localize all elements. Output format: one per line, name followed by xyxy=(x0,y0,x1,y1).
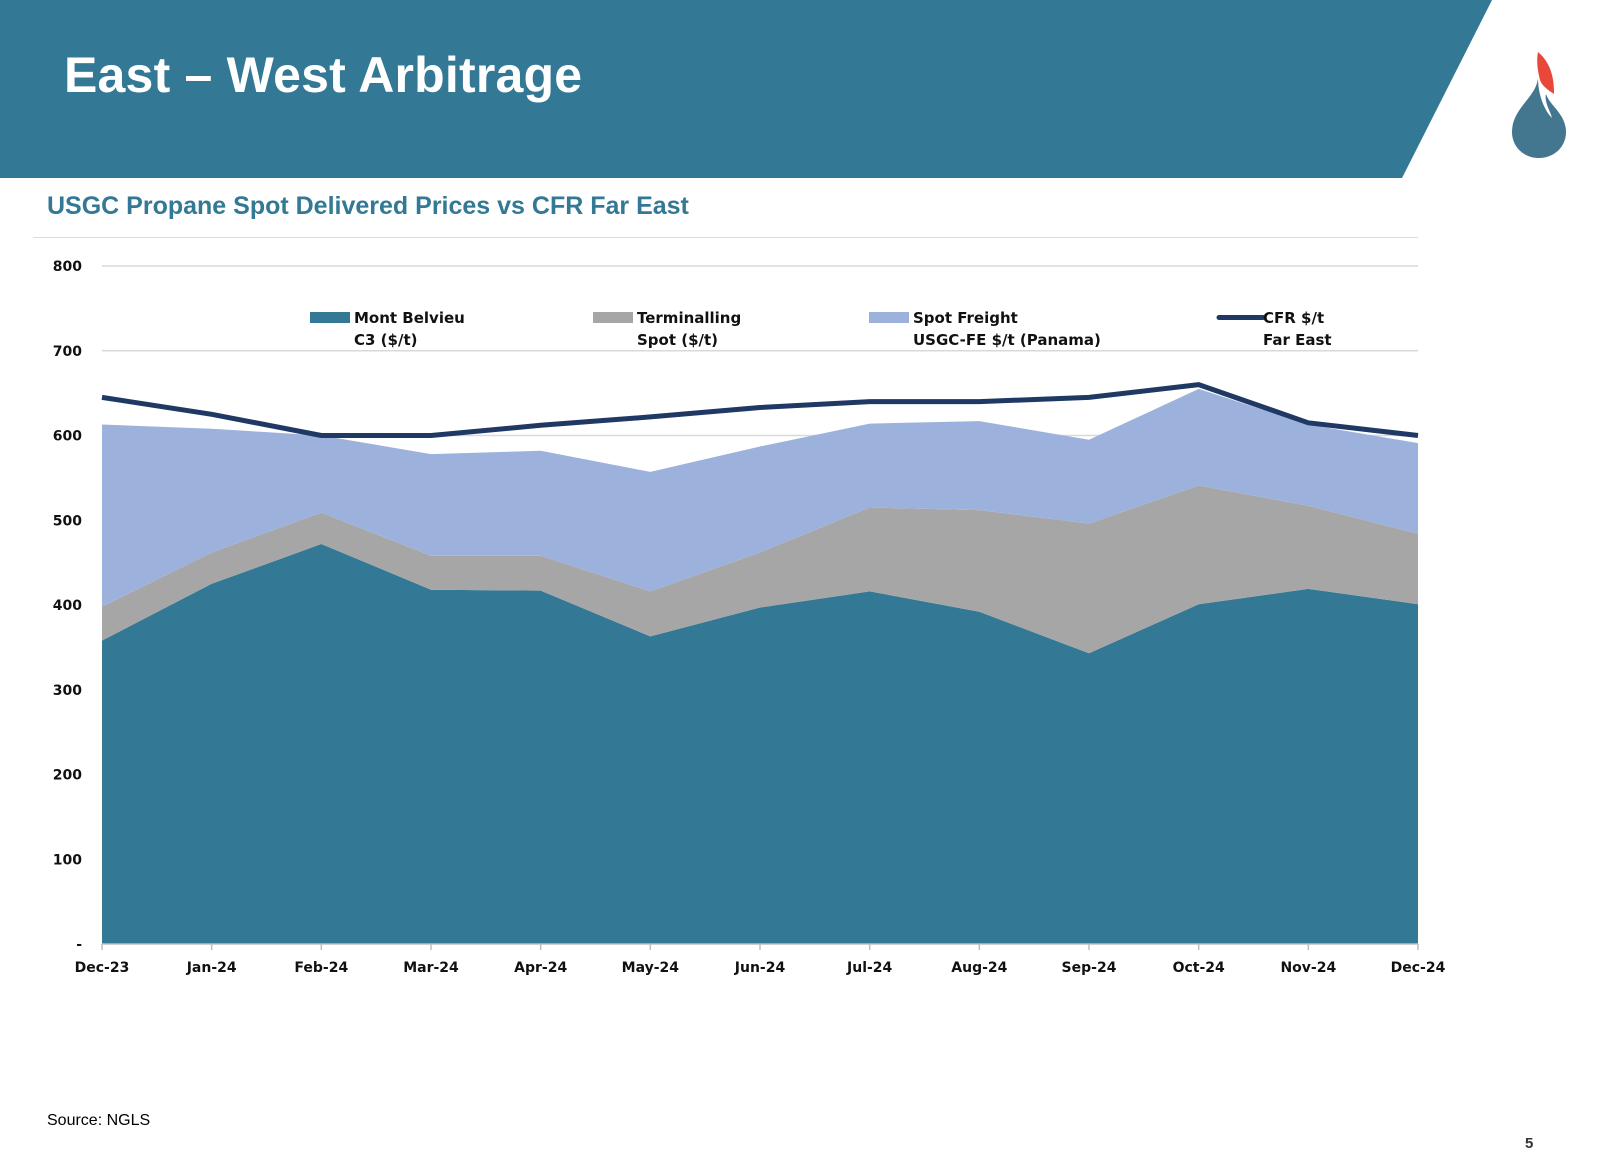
x-tick-label: Nov-24 xyxy=(1280,960,1336,976)
legend-label: USGC-FE $/t (Panama) xyxy=(913,331,1101,349)
x-tick-label: Oct-24 xyxy=(1173,960,1225,976)
y-tick-label: 400 xyxy=(53,598,82,614)
x-tick-label: Dec-23 xyxy=(75,960,130,976)
x-tick-label: Aug-24 xyxy=(951,960,1007,976)
x-tick-label: Jun-24 xyxy=(734,960,786,976)
legend-swatch xyxy=(310,312,350,323)
area-series-2 xyxy=(102,485,1418,654)
source-note: Source: NGLS xyxy=(47,1112,151,1129)
y-tick-label: 200 xyxy=(53,768,82,784)
x-tick-label: May-24 xyxy=(622,960,680,976)
legend-swatch xyxy=(869,312,909,323)
legend-swatch xyxy=(593,312,633,323)
series-lines xyxy=(101,382,1419,438)
legend: Mont Belvieu C3 ($/t) Terminalling Spot ($/… xyxy=(310,309,1332,349)
page-title: East – West Arbitrage xyxy=(64,47,583,103)
y-tick-label: 100 xyxy=(53,852,82,868)
legend-item-2: Terminalling Spot ($/t) xyxy=(593,309,741,349)
x-tick-label: Dec-24 xyxy=(1391,960,1446,976)
area-series-3 xyxy=(102,388,1418,607)
x-tick-label: Jan-24 xyxy=(186,960,237,976)
legend-label: Mont Belvieu xyxy=(354,309,465,327)
y-tick-label: - xyxy=(76,937,82,953)
x-tick-label: Jul-24 xyxy=(846,960,893,976)
line-series-cfr xyxy=(101,382,1419,438)
y-tick-label: 300 xyxy=(53,683,82,699)
legend-label: C3 ($/t) xyxy=(354,331,417,349)
title-divider xyxy=(33,237,1418,238)
y-tick-label: 700 xyxy=(53,344,82,360)
banner-background xyxy=(0,0,1492,178)
x-tick-label: Sep-24 xyxy=(1062,960,1117,976)
header-banner xyxy=(0,0,1492,178)
logo-flame-shape xyxy=(1537,52,1554,94)
logo-drop-shape xyxy=(1512,78,1566,158)
legend-label: Terminalling xyxy=(637,309,741,327)
legend-label: Spot Freight xyxy=(913,309,1018,327)
legend-label: CFR $/t xyxy=(1263,309,1324,327)
stacked-areas xyxy=(102,388,1418,944)
x-axis: Dec-23 Jan-24 Feb-24 Mar-24 Apr-24 May-24 Jun-… xyxy=(75,943,1446,976)
y-tick-label: 600 xyxy=(53,429,82,445)
page-number: 5 xyxy=(1525,1135,1534,1152)
area-chart: - 100 200 300 400 500 600 700 800 Dec-23 Jan-24 Fe… xyxy=(53,259,1446,976)
legend-label: Far East xyxy=(1263,331,1332,349)
y-tick-label: 500 xyxy=(53,513,82,529)
x-tick-label: Apr-24 xyxy=(514,960,567,976)
chart-title: USGC Propane Spot Delivered Prices vs CF… xyxy=(47,192,689,220)
company-logo-icon xyxy=(1512,52,1566,158)
y-tick-label: 800 xyxy=(53,259,82,275)
legend-item-1: Mont Belvieu C3 ($/t) xyxy=(310,309,465,349)
legend-item-4: CFR $/t Far East xyxy=(1216,309,1332,349)
area-series-1 xyxy=(102,544,1418,944)
legend-label: Spot ($/t) xyxy=(637,331,718,349)
x-tick-label: Mar-24 xyxy=(403,960,459,976)
y-axis: - 100 200 300 400 500 600 700 800 xyxy=(53,259,82,953)
legend-item-3: Spot Freight USGC-FE $/t (Panama) xyxy=(869,309,1101,349)
x-tick-label: Feb-24 xyxy=(294,960,348,976)
